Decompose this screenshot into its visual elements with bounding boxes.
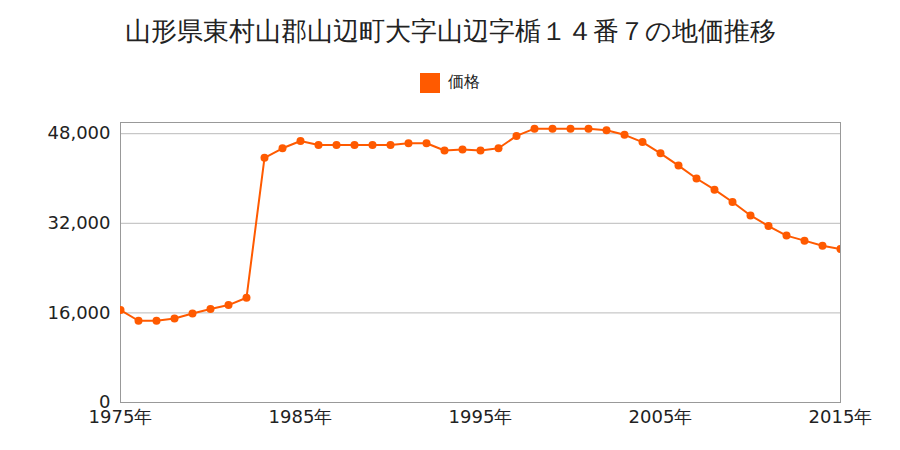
html-text:価格: 価格 <box>448 72 480 91</box>
html-text:山形県東村山郡山辺町大字山辺字楯１４番７の地価推移: 山形県東村山郡山辺町大字山辺字楯１４番７の地価推移 <box>124 16 776 46</box>
svg-text:0: 0 <box>99 391 111 413</box>
svg-text:32,000: 32,000 <box>48 212 111 233</box>
svg-text:1995年: 1995年 <box>449 406 513 427</box>
svg-text:2005年: 2005年 <box>629 406 693 427</box>
svg-text:48,000: 48,000 <box>48 122 111 143</box>
svg-text:2015年: 2015年 <box>809 406 873 427</box>
svg-text:1975年: 1975年 <box>89 406 153 427</box>
svg-text:16,000: 16,000 <box>48 302 111 323</box>
svg-text:1985年: 1985年 <box>269 406 333 427</box>
